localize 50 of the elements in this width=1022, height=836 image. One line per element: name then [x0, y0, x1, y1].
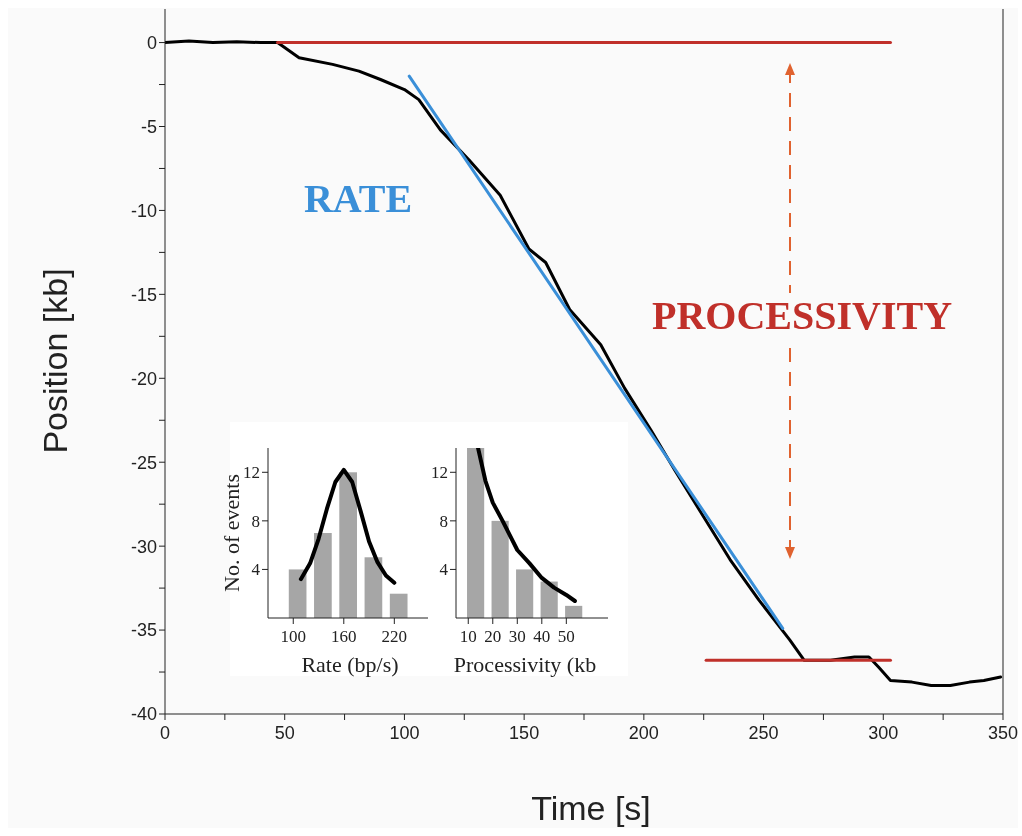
bar: [288, 569, 307, 618]
bar: [389, 593, 408, 618]
bar: [314, 533, 332, 618]
x-tick-label: 220: [381, 627, 408, 647]
line-series: [165, 39, 1003, 687]
y-tick-label: -10: [130, 200, 157, 221]
bar: [467, 448, 485, 618]
y-tick-label: -25: [130, 452, 157, 473]
y-tick-label: 8: [251, 511, 260, 531]
y-tick-label: -35: [130, 620, 157, 641]
y-tick-label: 12: [243, 463, 260, 483]
y-tick-label: 4: [251, 560, 261, 580]
y-tick-label: -40: [130, 704, 157, 725]
x-tick-label: 20: [484, 627, 502, 647]
annotation: PROCESSIVITY: [651, 291, 953, 339]
x-tick-label: 0: [159, 722, 171, 743]
x-tick-label: 150: [509, 722, 540, 743]
x-tick-label: 200: [628, 722, 659, 743]
x-tick-label: 350: [987, 722, 1019, 743]
bar: [491, 520, 509, 618]
bar: [339, 472, 357, 618]
x-tick-label: 160: [331, 627, 357, 647]
x-tick-label: 100: [389, 722, 420, 743]
y-tick-label: -20: [130, 368, 157, 389]
x-tick-label: 300: [868, 722, 899, 743]
x-tick-label: 50: [274, 722, 295, 743]
y-axis-title: Position [kb]: [35, 268, 75, 454]
y-tick-label: 4: [439, 560, 449, 580]
y-tick-label: 12: [431, 463, 448, 483]
x-axis-title: Rate (bp/s): [301, 652, 399, 678]
y-tick-label: 8: [439, 511, 448, 531]
y-tick-label: -5: [140, 116, 157, 137]
line-series: [298, 467, 397, 585]
bar: [516, 569, 534, 618]
x-tick-label: 50: [557, 627, 575, 647]
y-tick-label: 0: [146, 32, 157, 53]
bar: [364, 557, 383, 618]
x-tick-label: 250: [748, 722, 779, 743]
x-axis-title: Processivity (kb: [453, 652, 597, 678]
y-tick-label: -15: [130, 284, 157, 305]
annotation: RATE: [303, 174, 413, 222]
x-tick-label: 10: [459, 627, 477, 647]
x-tick-label: 100: [280, 627, 307, 647]
y-axis-title: No. of events: [219, 474, 244, 592]
x-tick-label: 40: [533, 627, 551, 647]
x-tick-label: 30: [508, 627, 526, 647]
bar: [565, 605, 583, 618]
x-axis-title: Time [s]: [531, 788, 651, 828]
line-series: [476, 448, 577, 603]
y-tick-label: -30: [130, 536, 157, 557]
